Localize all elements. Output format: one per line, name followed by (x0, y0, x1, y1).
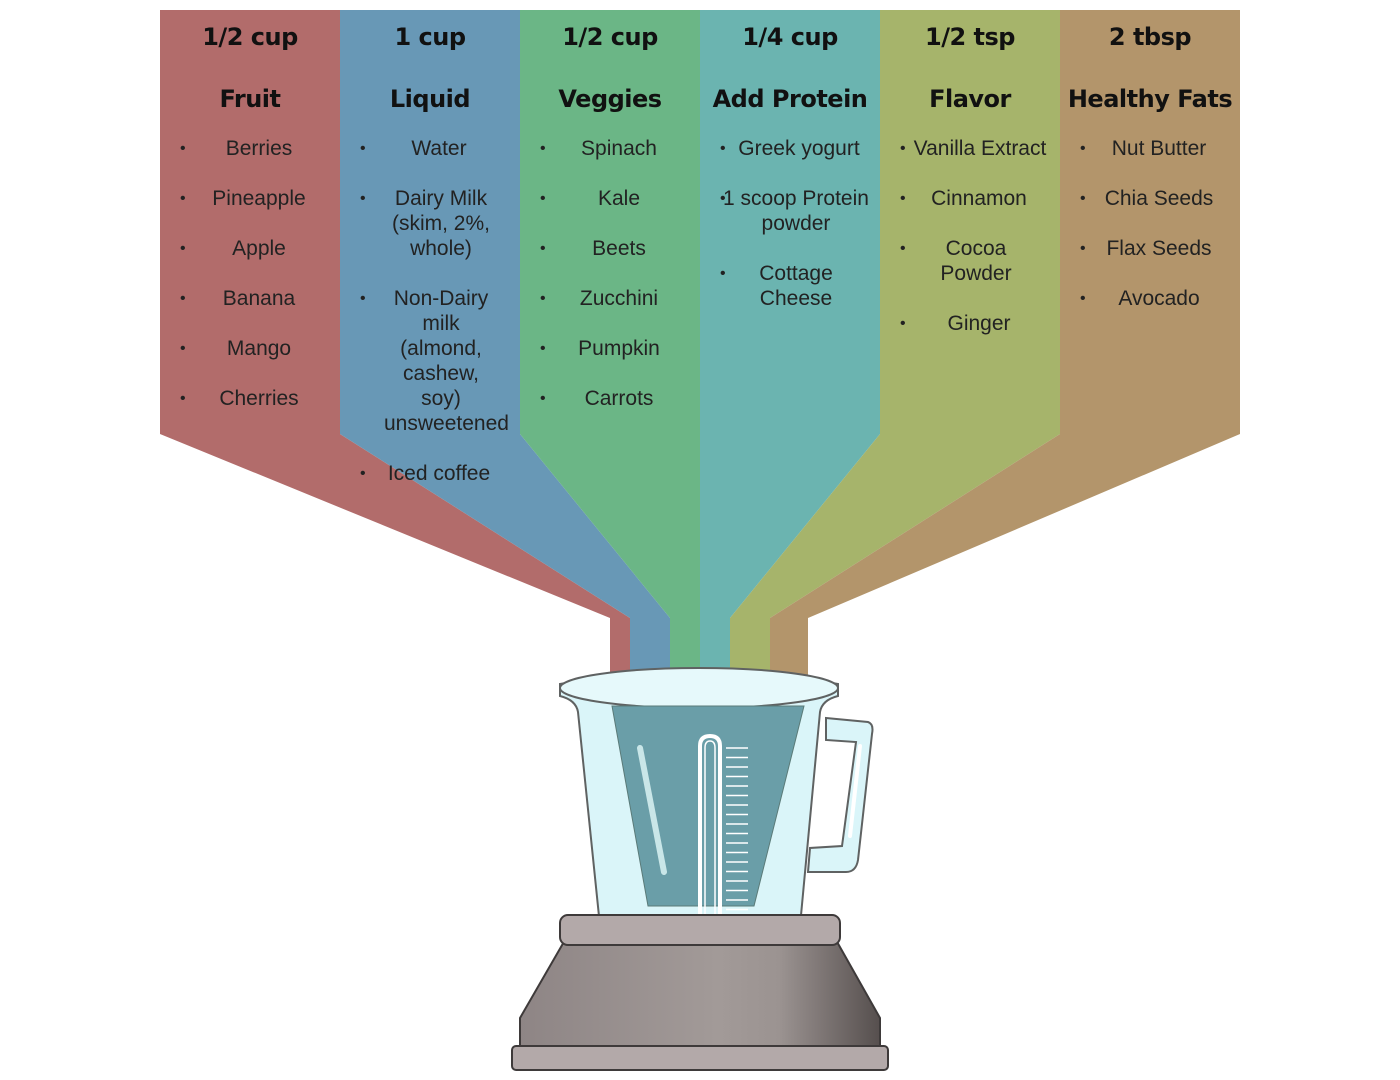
list-item: Dairy Milk (skim, 2%, whole) (340, 186, 520, 261)
column-veggies: 1/2 cup Veggies Spinach Kale Beets Zucch… (520, 20, 700, 436)
amount-label: 1/4 cup (742, 23, 838, 51)
list-item: Ginger (880, 311, 1060, 336)
amount-label: 1/2 tsp (925, 23, 1015, 51)
blender-handle (806, 716, 874, 873)
list-item: Mango (160, 336, 340, 361)
list-item: Greek yogurt (700, 136, 880, 161)
measurement-tube (698, 733, 722, 922)
column-flavor: 1/2 tsp Flavor Vanilla Extract Cinnamon … (880, 20, 1060, 361)
list-item: Pumpkin (520, 336, 700, 361)
list-item: Kale (520, 186, 700, 211)
funnel-fats (770, 10, 1240, 706)
list-item: 1 scoop Protein powder (700, 186, 880, 236)
list-item: Pineapple (160, 186, 340, 211)
column-protein: 1/4 cup Add Protein Greek yogurt 1 scoop… (700, 20, 880, 336)
category-title: Fruit (219, 85, 281, 113)
list-item: Cherries (160, 386, 340, 411)
ingredient-list: Greek yogurt 1 scoop Protein powder Cott… (700, 136, 880, 311)
list-item: Zucchini (520, 286, 700, 311)
list-item: Cottage Cheese (700, 261, 880, 311)
ingredient-list: Nut Butter Chia Seeds Flax Seeds Avocado (1060, 136, 1240, 311)
ingredient-list: Berries Pineapple Apple Banana Mango Che… (160, 136, 340, 411)
list-item: Chia Seeds (1060, 186, 1240, 211)
category-title: Add Protein (712, 85, 868, 113)
ingredient-list: Spinach Kale Beets Zucchini Pumpkin Carr… (520, 136, 700, 411)
category-title: Healthy Fats (1067, 85, 1233, 113)
list-item: Iced coffee (340, 461, 520, 486)
amount-label: 1/2 cup (562, 23, 658, 51)
list-item: Flax Seeds (1060, 236, 1240, 261)
blender-foot (511, 1045, 889, 1071)
list-item: Berries (160, 136, 340, 161)
amount-label: 2 tbsp (1108, 23, 1192, 51)
blender-jar-rim (559, 667, 839, 709)
list-item: Non-Dairy milk (almond, cashew, soy) uns… (340, 286, 520, 436)
list-item: Avocado (1060, 286, 1240, 311)
ingredient-list: Water Dairy Milk (skim, 2%, whole) Non-D… (340, 136, 520, 486)
funnel-flavor (730, 10, 1060, 706)
category-title: Veggies (558, 85, 662, 113)
list-item: Water (340, 136, 520, 161)
list-item: Vanilla Extract (880, 136, 1060, 161)
list-item: Banana (160, 286, 340, 311)
list-item: Cocoa Powder (880, 236, 1060, 286)
blender-collar (559, 914, 841, 946)
column-liquid: 1 cup Liquid Water Dairy Milk (skim, 2%,… (340, 20, 520, 511)
list-item: Beets (520, 236, 700, 261)
funnel-fruit (160, 10, 630, 706)
column-healthy-fats: 2 tbsp Healthy Fats Nut Butter Chia Seed… (1060, 20, 1240, 336)
amount-label: 1/2 cup (202, 23, 298, 51)
list-item: Apple (160, 236, 340, 261)
measurement-tube-inner (704, 740, 716, 922)
category-title: Liquid (389, 85, 471, 113)
list-item: Spinach (520, 136, 700, 161)
list-item: Cinnamon (880, 186, 1060, 211)
category-title: Flavor (929, 85, 1011, 113)
ingredient-list: Vanilla Extract Cinnamon Cocoa Powder Gi… (880, 136, 1060, 336)
list-item: Nut Butter (1060, 136, 1240, 161)
blender (511, 667, 889, 1071)
blender-base (519, 939, 881, 1051)
amount-label: 1 cup (394, 23, 466, 51)
funnel-protein (700, 10, 880, 706)
list-item: Carrots (520, 386, 700, 411)
column-fruit: 1/2 cup Fruit Berries Pineapple Apple Ba… (160, 20, 340, 436)
jar-shine (637, 745, 667, 875)
blender-handle-shine (848, 744, 862, 838)
